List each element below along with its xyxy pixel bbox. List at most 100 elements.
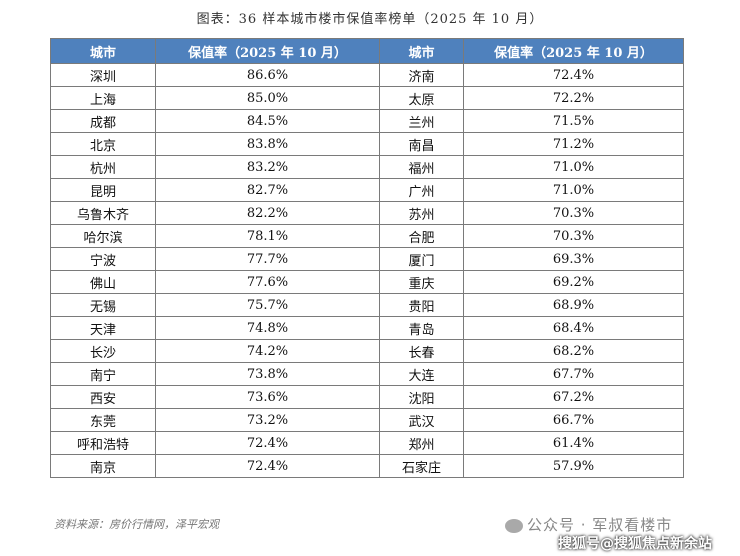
table-row: 深圳 86.6% 济南 72.4% — [50, 63, 684, 87]
city-left-cell: 佛山 — [50, 270, 156, 294]
city-right-cell: 青岛 — [379, 316, 464, 340]
table-row: 天津 74.8% 青岛 68.4% — [50, 316, 684, 340]
source-note: 资料来源：房价行情网，泽平宏观 — [54, 518, 219, 531]
rate-right-cell: 70.3% — [463, 224, 684, 248]
table-row: 昆明 82.7% 广州 71.0% — [50, 178, 684, 202]
table-row: 北京 83.8% 南昌 71.2% — [50, 132, 684, 156]
city-right-cell: 太原 — [379, 86, 464, 110]
rate-left-cell: 72.4% — [155, 431, 380, 455]
city-left-cell: 东莞 — [50, 408, 156, 432]
header-city-right: 城市 — [379, 38, 464, 64]
city-right-cell: 济南 — [379, 63, 464, 87]
city-left-cell: 乌鲁木齐 — [50, 201, 156, 225]
city-left-cell: 呼和浩特 — [50, 431, 156, 455]
rate-right-cell: 68.2% — [463, 339, 684, 363]
table-row: 西安 73.6% 沈阳 67.2% — [50, 385, 684, 409]
table-row: 成都 84.5% 兰州 71.5% — [50, 109, 684, 133]
rate-right-cell: 71.2% — [463, 132, 684, 156]
rate-left-cell: 77.6% — [155, 270, 380, 294]
city-left-cell: 哈尔滨 — [50, 224, 156, 248]
rate-right-cell: 69.2% — [463, 270, 684, 294]
city-right-cell: 合肥 — [379, 224, 464, 248]
city-right-cell: 福州 — [379, 155, 464, 179]
retention-rate-table: 城市 保值率（2025 年 10 月） 城市 保值率（2025 年 10 月） … — [50, 38, 684, 478]
rate-left-cell: 83.2% — [155, 155, 380, 179]
rate-left-cell: 73.2% — [155, 408, 380, 432]
table-row: 上海 85.0% 太原 72.2% — [50, 86, 684, 110]
rate-right-cell: 71.0% — [463, 178, 684, 202]
city-left-cell: 南京 — [50, 454, 156, 478]
header-rate-right: 保值率（2025 年 10 月） — [463, 38, 684, 64]
header-row: 城市 保值率（2025 年 10 月） 城市 保值率（2025 年 10 月） — [50, 38, 684, 64]
rate-left-cell: 82.7% — [155, 178, 380, 202]
rate-right-cell: 68.9% — [463, 293, 684, 317]
rate-right-cell: 71.0% — [463, 155, 684, 179]
table-row: 南宁 73.8% 大连 67.7% — [50, 362, 684, 386]
rate-right-cell: 71.5% — [463, 109, 684, 133]
rate-right-cell: 72.4% — [463, 63, 684, 87]
table-row: 无锡 75.7% 贵阳 68.9% — [50, 293, 684, 317]
header-rate-left: 保值率（2025 年 10 月） — [155, 38, 380, 64]
rate-right-cell: 69.3% — [463, 247, 684, 271]
city-left-cell: 西安 — [50, 385, 156, 409]
table-row: 东莞 73.2% 武汉 66.7% — [50, 408, 684, 432]
city-right-cell: 长春 — [379, 339, 464, 363]
city-right-cell: 广州 — [379, 178, 464, 202]
city-left-cell: 成都 — [50, 109, 156, 133]
city-left-cell: 上海 — [50, 86, 156, 110]
city-right-cell: 郑州 — [379, 431, 464, 455]
rate-left-cell: 86.6% — [155, 63, 380, 87]
city-left-cell: 天津 — [50, 316, 156, 340]
rate-right-cell: 61.4% — [463, 431, 684, 455]
city-left-cell: 昆明 — [50, 178, 156, 202]
city-left-cell: 杭州 — [50, 155, 156, 179]
table-row: 南京 72.4% 石家庄 57.9% — [50, 454, 684, 478]
watermark-wechat: 公众号 · 军叔看楼市 — [505, 514, 672, 535]
rate-right-cell: 66.7% — [463, 408, 684, 432]
city-right-cell: 沈阳 — [379, 385, 464, 409]
header-city-left: 城市 — [50, 38, 156, 64]
city-left-cell: 深圳 — [50, 63, 156, 87]
city-left-cell: 无锡 — [50, 293, 156, 317]
city-left-cell: 宁波 — [50, 247, 156, 271]
city-left-cell: 南宁 — [50, 362, 156, 386]
table-title: 图表：36 样本城市楼市保值率榜单（2025 年 10 月） — [196, 12, 544, 27]
table-row: 宁波 77.7% 厦门 69.3% — [50, 247, 684, 271]
watermark-wechat-text: 公众号 · 军叔看楼市 — [527, 516, 673, 534]
rate-right-cell: 70.3% — [463, 201, 684, 225]
rate-right-cell: 57.9% — [463, 454, 684, 478]
rate-left-cell: 78.1% — [155, 224, 380, 248]
table-row: 哈尔滨 78.1% 合肥 70.3% — [50, 224, 684, 248]
city-right-cell: 兰州 — [379, 109, 464, 133]
city-right-cell: 贵阳 — [379, 293, 464, 317]
table-row: 杭州 83.2% 福州 71.0% — [50, 155, 684, 179]
rate-right-cell: 68.4% — [463, 316, 684, 340]
city-right-cell: 石家庄 — [379, 454, 464, 478]
rate-left-cell: 77.7% — [155, 247, 380, 271]
city-right-cell: 武汉 — [379, 408, 464, 432]
rate-left-cell: 84.5% — [155, 109, 380, 133]
rate-right-cell: 72.2% — [463, 86, 684, 110]
table-row: 长沙 74.2% 长春 68.2% — [50, 339, 684, 363]
rate-right-cell: 67.7% — [463, 362, 684, 386]
city-left-cell: 长沙 — [50, 339, 156, 363]
table-row: 呼和浩特 72.4% 郑州 61.4% — [50, 431, 684, 455]
table-row: 乌鲁木齐 82.2% 苏州 70.3% — [50, 201, 684, 225]
city-right-cell: 苏州 — [379, 201, 464, 225]
rate-left-cell: 75.7% — [155, 293, 380, 317]
rate-left-cell: 72.4% — [155, 454, 380, 478]
city-right-cell: 厦门 — [379, 247, 464, 271]
city-left-cell: 北京 — [50, 132, 156, 156]
rate-right-cell: 67.2% — [463, 385, 684, 409]
city-right-cell: 南昌 — [379, 132, 464, 156]
rate-left-cell: 82.2% — [155, 201, 380, 225]
table-row: 佛山 77.6% 重庆 69.2% — [50, 270, 684, 294]
rate-left-cell: 83.8% — [155, 132, 380, 156]
rate-left-cell: 85.0% — [155, 86, 380, 110]
wechat-icon — [505, 518, 523, 533]
rate-left-cell: 74.8% — [155, 316, 380, 340]
rate-left-cell: 73.8% — [155, 362, 380, 386]
city-right-cell: 大连 — [379, 362, 464, 386]
rate-left-cell: 74.2% — [155, 339, 380, 363]
city-right-cell: 重庆 — [379, 270, 464, 294]
